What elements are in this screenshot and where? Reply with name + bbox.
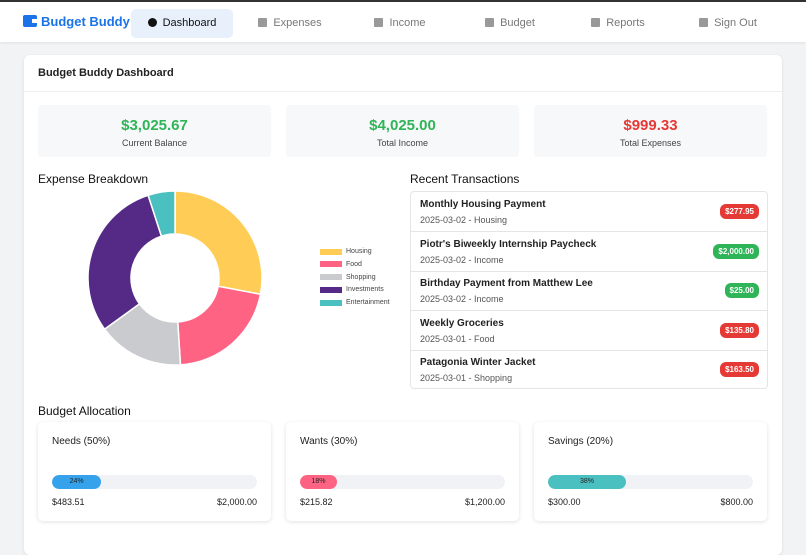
transaction[interactable]: Monthly Housing Payment 2025-03-02 - Hous… bbox=[411, 192, 767, 232]
donut-chart bbox=[87, 190, 263, 366]
transaction[interactable]: Birthday Payment from Matthew Lee 2025-03… bbox=[411, 271, 767, 312]
brand-icon bbox=[23, 15, 37, 27]
nav-icon bbox=[258, 18, 268, 27]
legend-label: Housing bbox=[346, 248, 372, 255]
legend-label: Shopping bbox=[346, 273, 376, 281]
legend-item: Investments bbox=[320, 286, 388, 293]
transaction-amount: $135.80 bbox=[720, 322, 759, 338]
legend-item: Housing bbox=[320, 248, 376, 255]
stat-value: $3,025.67 bbox=[121, 117, 188, 134]
donut-segment bbox=[147, 190, 176, 238]
progress-track: 38% bbox=[548, 475, 753, 489]
budget-spent: $215.82 bbox=[300, 497, 333, 507]
budget-total: $1,200.00 bbox=[464, 497, 505, 507]
transaction-title: Monthly Housing Payment bbox=[420, 199, 546, 210]
stat-value: $999.33 bbox=[623, 117, 678, 134]
legend-label: Entertainment bbox=[346, 299, 390, 307]
section-title: Expense Breakdown bbox=[38, 172, 149, 186]
nav-icon bbox=[699, 18, 709, 27]
budget-total: $2,000.00 bbox=[216, 497, 257, 507]
transaction-amount: $277.95 bbox=[720, 204, 759, 219]
stat-card: $3,025.67 Current Balance bbox=[38, 105, 271, 157]
progress-fill: 24% bbox=[52, 475, 102, 489]
stat-label: Total Income bbox=[376, 138, 429, 148]
divider bbox=[24, 91, 782, 92]
legend-swatch bbox=[320, 274, 342, 281]
transaction[interactable]: Piotr's Biweekly Internship Paycheck 2025… bbox=[411, 232, 767, 272]
dashboard-card: Budget Buddy Dashboard Expense Breakdown… bbox=[24, 55, 782, 555]
nav-item[interactable]: Sign Out bbox=[690, 9, 766, 38]
nav-label: Dashboard bbox=[162, 17, 217, 29]
dashboard-title: Budget Buddy Dashboard bbox=[38, 67, 174, 79]
donut-segment bbox=[87, 194, 163, 331]
section-title: Budget Allocation bbox=[38, 404, 131, 418]
transaction[interactable]: Weekly Groceries 2025-03-01 - Food $135.80 bbox=[411, 311, 767, 351]
budget-spent: $483.51 bbox=[52, 497, 85, 507]
transaction-amount: $2,000.00 bbox=[713, 243, 759, 259]
legend-swatch bbox=[320, 286, 342, 293]
donut-segment bbox=[176, 285, 262, 366]
nav-item[interactable]: Dashboard bbox=[131, 9, 233, 38]
stat-label: Total Expenses bbox=[619, 138, 682, 148]
nav-icon bbox=[485, 18, 495, 27]
budget-card: Savings (20%) 38% $300.00 $800.00 bbox=[534, 422, 767, 521]
budget-name: Savings (20%) bbox=[548, 436, 614, 447]
legend-label: Investments bbox=[346, 286, 384, 294]
stat-card: $4,025.00 Total Income bbox=[286, 105, 519, 157]
legend-label: Food bbox=[346, 260, 362, 268]
nav-item[interactable]: Expenses bbox=[248, 9, 332, 38]
transaction-amount: $25.00 bbox=[724, 283, 759, 299]
legend-item: Shopping bbox=[320, 274, 380, 281]
transaction-list: Monthly Housing Payment 2025-03-02 - Hous… bbox=[410, 191, 768, 389]
nav-icon bbox=[374, 18, 384, 27]
transaction-title: Birthday Payment from Matthew Lee bbox=[420, 278, 593, 290]
legend-swatch bbox=[320, 261, 342, 268]
nav-icon bbox=[591, 18, 601, 27]
budget-card: Wants (30%) 18% $215.82 $1,200.00 bbox=[286, 422, 519, 521]
transaction-meta: 2025-03-01 - Shopping bbox=[420, 373, 513, 384]
nav-item[interactable]: Reports bbox=[582, 9, 654, 38]
transaction-title: Weekly Groceries bbox=[420, 317, 504, 329]
progress-track: 24% bbox=[52, 475, 257, 489]
brand[interactable]: Budget Buddy bbox=[41, 14, 130, 29]
legend-item: Entertainment bbox=[320, 299, 394, 306]
transaction-meta: 2025-03-02 - Housing bbox=[420, 215, 508, 225]
transaction-meta: 2025-03-01 - Food bbox=[420, 333, 495, 344]
nav-label: Reports bbox=[606, 17, 645, 29]
nav-label: Expenses bbox=[273, 17, 322, 29]
stat-card: $999.33 Total Expenses bbox=[534, 105, 767, 157]
nav-item[interactable]: Budget bbox=[472, 9, 548, 38]
budget-name: Needs (50%) bbox=[52, 436, 111, 447]
budget-spent: $300.00 bbox=[548, 497, 581, 507]
nav-label: Budget bbox=[500, 17, 535, 29]
transaction[interactable]: Patagonia Winter Jacket 2025-03-01 - Shop… bbox=[411, 350, 767, 388]
budget-card: Needs (50%) 24% $483.51 $2,000.00 bbox=[38, 422, 271, 521]
nav-item[interactable]: Income bbox=[362, 9, 438, 38]
transaction-meta: 2025-03-02 - Income bbox=[420, 254, 504, 265]
transaction-meta: 2025-03-02 - Income bbox=[420, 294, 504, 305]
progress-track: 18% bbox=[300, 475, 505, 489]
donut-segment bbox=[174, 190, 263, 296]
legend-item: Food bbox=[320, 261, 366, 268]
navbar: Budget Buddy Dashboard Expenses Income Budg… bbox=[0, 0, 806, 42]
progress-fill: 38% bbox=[548, 475, 626, 489]
budget-name: Wants (30%) bbox=[300, 436, 358, 447]
nav-label: Sign Out bbox=[714, 17, 757, 29]
budget-total: $800.00 bbox=[720, 497, 753, 507]
nav-icon bbox=[147, 18, 157, 27]
progress-fill: 18% bbox=[300, 475, 337, 489]
nav-label: Income bbox=[389, 17, 426, 29]
stat-label: Current Balance bbox=[121, 138, 188, 148]
section-title: Recent Transactions bbox=[410, 172, 520, 186]
transaction-amount: $163.50 bbox=[720, 362, 759, 378]
transaction-title: Piotr's Biweekly Internship Paycheck bbox=[420, 238, 597, 250]
stat-value: $4,025.00 bbox=[369, 117, 436, 134]
legend-swatch bbox=[320, 299, 342, 306]
legend-swatch bbox=[320, 248, 342, 255]
transaction-title: Patagonia Winter Jacket bbox=[420, 357, 536, 369]
